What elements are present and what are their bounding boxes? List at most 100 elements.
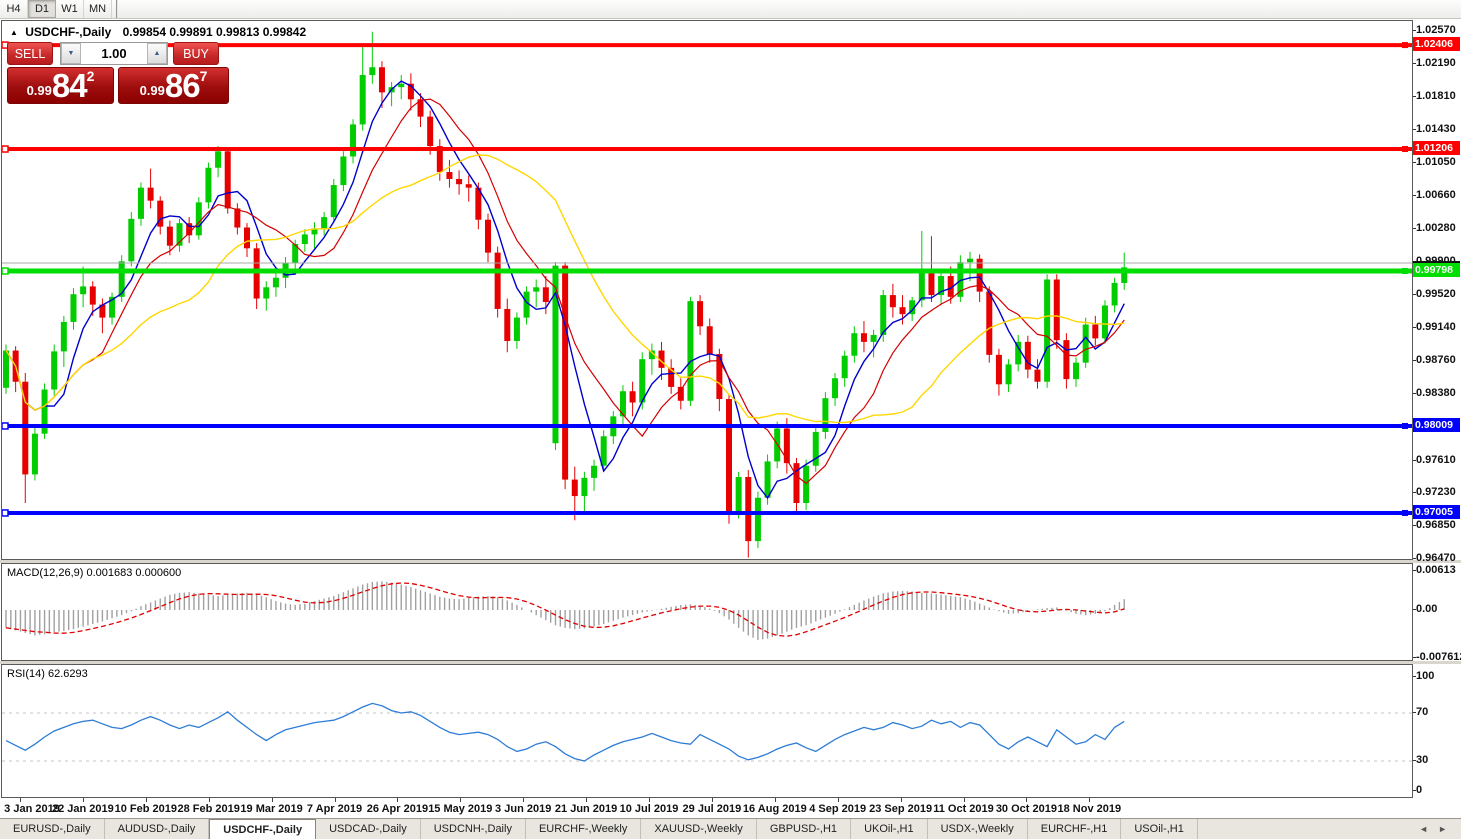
time-tick [1089,798,1091,802]
macd-tick-label: 0.00 [1413,603,1437,615]
timeframe-button-h4[interactable]: H4 [0,0,28,18]
price-tick-label: 1.02190 [1413,57,1456,69]
time-tick [649,798,650,802]
level-price-label[interactable]: 1.01206 [1413,141,1460,156]
time-tick-label: 3 Jun 2019 [495,803,552,815]
collapse-triangle-icon[interactable]: ▲ [10,28,18,37]
price-tick-label: 0.96850 [1413,519,1456,531]
price-tick-label: 0.99140 [1413,321,1456,333]
rsi-tick-label: 30 [1413,754,1428,766]
candlestick-plot[interactable] [2,21,1412,559]
time-tick [271,798,273,802]
price-tick-label: 1.02570 [1413,24,1456,36]
time-tick-label: 19 Mar 2019 [240,803,303,815]
rsi-plot[interactable] [2,665,1412,797]
buy-price-digits: 86 [164,67,201,104]
tab-scroll-left-button[interactable]: ◄ [1419,824,1429,834]
time-tick [774,798,776,802]
price-tick-label: 0.98760 [1413,354,1456,366]
time-tick-label: 4 Sep 2019 [809,803,867,815]
tab-gbpusd-h1[interactable]: GBPUSD-,H1 [757,819,852,839]
rsi-indicator-label: RSI(14) 62.6293 [7,668,88,680]
timeframe-button-mn[interactable]: MN [84,0,112,18]
buy-price-display[interactable]: 0.99 86 7 [118,67,229,104]
time-tick-label: 11 Oct 2019 [933,803,994,815]
volume-increase-button[interactable]: ▲ [147,43,167,64]
sell-button[interactable]: SELL [7,42,53,65]
time-tick [145,798,147,802]
time-tick [523,798,525,802]
rsi-tick-label: 100 [1413,670,1434,682]
time-tick-label: 7 Apr 2019 [306,803,363,815]
tab-eurchf-h1[interactable]: EURCHF-,H1 [1028,819,1122,839]
sell-price-digits: 84 [51,67,88,104]
sell-price-display[interactable]: 0.99 84 2 [7,67,114,104]
tab-usdcnh-daily[interactable]: USDCNH-,Daily [421,819,526,839]
price-tick-label: 1.01810 [1413,90,1456,102]
tab-audusd-daily[interactable]: AUDUSD-,Daily [105,819,210,839]
buy-price-prefix: 0.99 [139,83,165,98]
price-tick-label: 0.99520 [1413,288,1456,300]
time-tick-label: 23 Sep 2019 [869,803,933,815]
tab-eurchf-weekly[interactable]: EURCHF-,Weekly [526,819,642,839]
macd-axis[interactable]: 0.00613 0.00 -0.007612 [1413,563,1461,663]
time-tick [586,798,588,802]
time-tick [208,798,210,802]
time-tick [963,798,965,802]
price-tick-label: 0.96470 [1413,552,1456,564]
time-tick-label: 18 Nov 2019 [1057,803,1122,815]
price-chart-pane[interactable] [1,20,1413,560]
timeframe-button-w1[interactable]: W1 [56,0,84,18]
macd-pane[interactable] [1,563,1413,661]
price-tick-label: 0.97230 [1413,486,1456,498]
tab-scroll-right-button[interactable]: ► [1438,824,1447,834]
sell-price-pip: 2 [86,68,95,84]
tab-xauusd-weekly[interactable]: XAUUSD-,Weekly [641,819,757,839]
time-axis[interactable]: 3 Jan 2019 22 Jan 2019 10 Feb 2019 28 Feb 2… [0,798,1461,818]
price-tick-label: 1.00660 [1413,189,1456,201]
macd-tick-label: 0.00613 [1413,564,1456,576]
rsi-tick-label: 0 [1413,784,1422,796]
rsi-tick-label: 70 [1413,706,1428,718]
tab-usdx-weekly[interactable]: USDX-,Weekly [928,819,1028,839]
timeframe-toolbar: H4 D1 W1 MN [0,0,1461,19]
one-click-trading-panel: SELL ▼ ▲ BUY 0.99 84 2 0.99 86 7 [7,42,229,104]
pane-splitter[interactable] [0,661,1461,664]
tab-scroll-controls: ◄ ► [1405,819,1461,839]
buy-price-pip: 7 [199,68,208,84]
time-tick [20,798,21,802]
symbol-header: ▲ USDCHF-,Daily 0.99854 0.99891 0.99813 … [10,25,306,39]
pane-splitter[interactable] [0,560,1461,563]
time-tick-label: 26 Apr 2019 [366,803,429,815]
price-axis[interactable]: 1.02570 1.02190 1.01810 1.01430 1.01050 1.006… [1413,20,1461,564]
tab-usdcad-daily[interactable]: USDCAD-,Daily [316,819,421,839]
current-price-axis-marker [1413,261,1460,265]
tab-ukoil-h1[interactable]: UKOil-,H1 [851,819,928,839]
tab-usoil-h1[interactable]: USOil-,H1 [1121,819,1198,839]
macd-plot[interactable] [2,564,1412,660]
level-price-label[interactable]: 0.97005 [1413,504,1460,519]
time-tick-label: 15 May 2019 [428,803,493,815]
buy-button[interactable]: BUY [173,42,219,65]
price-tick-label: 1.01050 [1413,156,1456,168]
price-tick-label: 1.01430 [1413,123,1456,135]
volume-decrease-button[interactable]: ▼ [61,43,81,64]
time-tick-label: 30 Oct 2019 [995,803,1057,815]
level-price-label[interactable]: 0.98009 [1413,417,1460,432]
time-tick-label: 10 Jul 2019 [619,803,679,815]
rsi-pane[interactable] [1,664,1413,798]
tab-usdchf-daily[interactable]: USDCHF-,Daily [209,819,317,839]
time-tick-label: 22 Jan 2019 [52,803,114,815]
tab-eurusd-daily[interactable]: EURUSD-,Daily [0,819,105,839]
level-price-label[interactable]: 0.99798 [1413,263,1460,277]
rsi-axis[interactable]: 100 70 30 0 [1413,664,1461,798]
time-tick-label: 29 Jul 2019 [682,803,742,815]
volume-input[interactable] [81,43,147,64]
time-tick [460,798,462,802]
time-tick [82,798,84,802]
level-price-label[interactable]: 1.02406 [1413,37,1460,52]
sell-price-prefix: 0.99 [26,83,52,98]
timeframe-button-d1[interactable]: D1 [28,0,56,18]
macd-tick-label: -0.007612 [1413,651,1461,663]
